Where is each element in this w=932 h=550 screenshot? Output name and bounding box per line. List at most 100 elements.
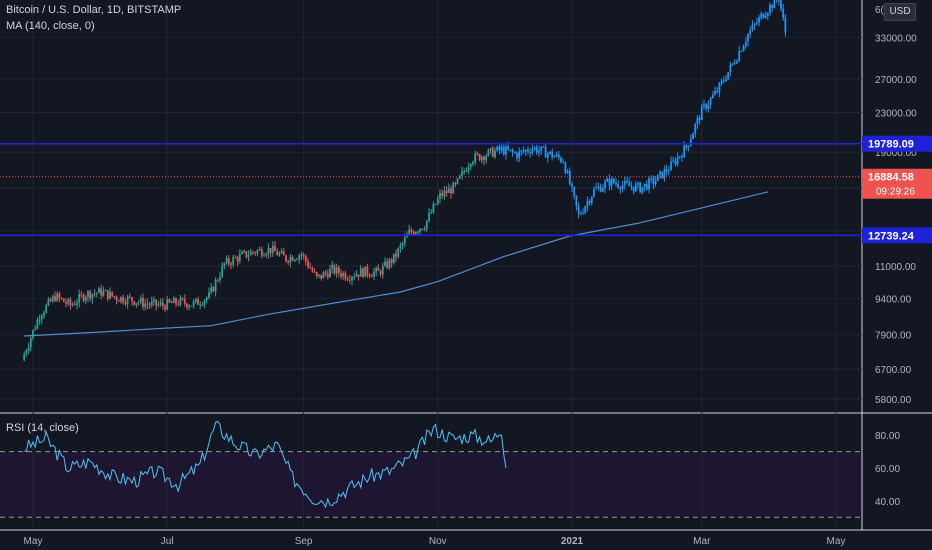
candle-body (324, 272, 327, 274)
price-tick-label: 33000.00 (875, 33, 917, 44)
candle-body (346, 279, 349, 281)
candle-body (210, 287, 213, 293)
time-tick-label: 2021 (561, 536, 584, 547)
candle-body (694, 124, 697, 134)
candle-body (148, 304, 151, 306)
candle-body (381, 265, 384, 275)
candle-body (144, 303, 147, 307)
price-tick-label: 5800.00 (875, 395, 912, 406)
level-price-tag (862, 135, 932, 152)
candle-body (392, 253, 395, 264)
price-tick-label: 23000.00 (875, 108, 917, 119)
currency-button[interactable]: USD (884, 3, 916, 21)
candle-body (439, 192, 441, 199)
candle-body (766, 13, 769, 16)
candle-body (720, 80, 723, 83)
candle-body (150, 301, 153, 306)
candle-body (443, 190, 446, 197)
candle-body (401, 243, 404, 246)
candle-body (606, 178, 609, 182)
candle-body (551, 151, 554, 158)
candle-body (230, 263, 232, 265)
candle-body (203, 300, 206, 305)
candle-body (703, 104, 705, 106)
candle-body (586, 201, 589, 207)
rsi-legend: RSI (14, close) (6, 422, 79, 434)
candle-body (447, 188, 450, 194)
candle-body (496, 146, 499, 151)
candle-body (188, 306, 191, 308)
candle-body (524, 149, 527, 152)
candle-body (747, 34, 749, 42)
last-price-tag (862, 168, 932, 199)
candle-body (249, 251, 252, 256)
candle-body (553, 156, 556, 158)
candle-body (408, 229, 411, 235)
time-tick-label: May (827, 536, 846, 547)
candle-body (124, 302, 127, 304)
candle-body (676, 157, 679, 165)
candle-body (377, 267, 380, 271)
candle-body (698, 117, 701, 120)
candle-body (571, 184, 573, 187)
candle-body (784, 17, 787, 33)
candle-body (489, 148, 492, 150)
candle-body (738, 51, 741, 61)
candle-body (243, 251, 246, 253)
candle-body (331, 264, 334, 269)
candle-body (705, 104, 708, 109)
candle-body (287, 261, 290, 263)
time-tick-label: May (24, 536, 43, 547)
candle-body (687, 145, 690, 148)
candle-body (263, 255, 265, 257)
candle-body (749, 30, 752, 35)
candle-body (509, 149, 512, 151)
candle-body (681, 156, 683, 158)
candle-body (223, 263, 226, 266)
candle-body (566, 171, 569, 173)
candle-body (395, 253, 397, 257)
candle-body (91, 293, 94, 299)
candle-body (762, 13, 765, 19)
candle-body (615, 183, 617, 185)
rsi-tick-label: 40.00 (875, 497, 900, 508)
candle-body (386, 261, 389, 268)
candle-body (309, 267, 312, 269)
candle-body (111, 291, 114, 296)
candle-body (267, 247, 270, 255)
candle-body (773, 0, 776, 9)
candle-body (142, 298, 144, 307)
candle-body (47, 299, 50, 306)
candle-body (502, 146, 505, 155)
level-price-tag (862, 227, 932, 244)
candle-body (760, 13, 763, 18)
candle-body (472, 162, 474, 165)
ma-line (24, 191, 768, 337)
candle-body (522, 150, 525, 152)
time-tick-label: Jul (161, 536, 174, 547)
candle-body (280, 251, 283, 254)
candle-body (731, 63, 734, 65)
candle-body (293, 259, 296, 261)
candle-body (212, 287, 215, 292)
clipped-tick-label: 6( (875, 5, 884, 16)
candle-body (43, 312, 45, 317)
candle-body (373, 271, 375, 277)
candle-body (709, 98, 712, 105)
candle-body (626, 180, 628, 183)
candle-body (355, 274, 358, 277)
candle-body (357, 274, 360, 277)
candle-body (73, 304, 76, 306)
candle-body (269, 247, 272, 254)
rsi-line (24, 420, 507, 509)
candle-body (71, 304, 74, 306)
candle-body (104, 290, 107, 292)
candle-body (164, 305, 166, 310)
last-price-label: 16884.58 (868, 172, 914, 184)
candle-body (95, 292, 98, 294)
candle-body (410, 229, 413, 232)
candle-body (467, 166, 470, 172)
candle-body (247, 255, 250, 258)
